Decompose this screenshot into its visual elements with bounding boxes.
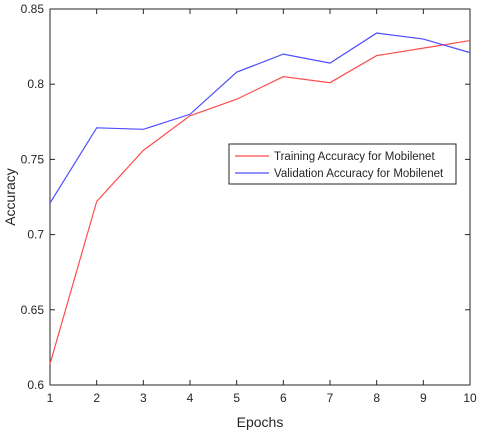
y-tick-label: 0.85 (21, 2, 45, 16)
x-tick-label: 8 (373, 391, 380, 405)
legend: Training Accuracy for Mobilenet Validatio… (228, 143, 457, 185)
axis-ticks: 1 2 3 4 5 6 7 8 9 10 0.6 0.65 0.7 0.75 0.8 0.85 (21, 2, 477, 405)
x-tick-label: 5 (233, 391, 240, 405)
x-tick-label: 7 (327, 391, 334, 405)
x-tick-label: 1 (47, 391, 54, 405)
x-tick-label: 4 (187, 391, 194, 405)
x-tick-label: 3 (140, 391, 147, 405)
y-tick-label: 0.75 (21, 152, 45, 166)
x-tick-label: 2 (93, 391, 100, 405)
y-tick-label: 0.8 (27, 77, 44, 91)
x-tick-label: 10 (463, 391, 477, 405)
legend-entry: Training Accuracy for Mobilenet (274, 151, 435, 163)
series-line-validation (49, 32, 471, 204)
x-axis-label: Epochs (237, 414, 284, 430)
x-tick-label: 9 (420, 391, 427, 405)
series-line-training (49, 39, 471, 365)
plot-area (49, 8, 471, 386)
x-tick-label: 6 (280, 391, 287, 405)
y-axis-label: Accuracy (2, 168, 18, 226)
legend-box (228, 143, 457, 185)
series-lines (49, 32, 471, 365)
y-tick-label: 0.6 (27, 378, 44, 392)
y-tick-label: 0.65 (21, 303, 45, 317)
legend-entry: Validation Accuracy for Mobilenet (274, 168, 444, 180)
y-tick-label: 0.7 (27, 228, 44, 242)
